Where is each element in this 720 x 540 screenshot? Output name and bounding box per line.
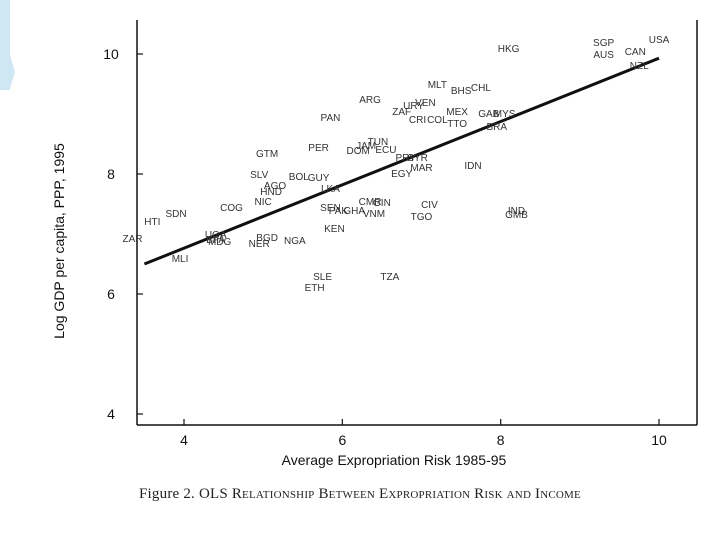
ols-fit-line [143, 56, 660, 266]
point-label-mli: MLI [172, 254, 189, 265]
y-tick-label: 8 [107, 166, 115, 182]
x-tick-label: 8 [497, 432, 505, 448]
point-label-chl: CHL [471, 83, 491, 94]
y-tick-label: 6 [107, 286, 115, 302]
point-label-syr: SYR [407, 153, 428, 164]
point-label-hkg: HKG [498, 44, 520, 55]
point-label-cri: CRI [409, 115, 426, 126]
point-label-tun: TUN [368, 137, 389, 148]
point-label-bfa: BFA [206, 235, 225, 246]
point-label-can: CAN [625, 47, 646, 58]
point-label-vnm: VNM [363, 209, 385, 220]
point-label-bhs: BHS [451, 86, 472, 97]
point-label-bol: BOL [289, 172, 309, 183]
tick-group: 4 6 8 10 4 6 8 10 [103, 46, 667, 448]
point-label-col: COL [427, 115, 448, 126]
point-label-zar: ZAR [123, 234, 143, 245]
point-label-egy: EGY [391, 169, 412, 180]
point-label-sdn: SDN [166, 209, 187, 220]
point-label-arg: ARG [359, 95, 381, 106]
point-label-idn: IDN [464, 161, 481, 172]
point-label-per: PER [308, 143, 329, 154]
point-label-mlt: MLT [428, 80, 447, 91]
figure-title: OLS Relationship Between Expropriation R… [198, 486, 581, 502]
point-label-gtm: GTM [256, 149, 278, 160]
point-label-ago: AGO [264, 181, 286, 192]
point-label-pan: PAN [321, 113, 341, 124]
point-label-usa: USA [649, 35, 670, 46]
point-label-ind: IND [508, 206, 525, 217]
point-label-mys: MYS [494, 109, 516, 120]
point-label-bgd: BGD [256, 233, 278, 244]
plot-frame [136, 20, 698, 426]
point-label-gab: GAB [478, 109, 499, 120]
x-tick-label: 4 [180, 432, 188, 448]
point-label-hti: HTI [144, 217, 160, 228]
deco-arrow [10, 55, 15, 88]
point-label-dom: DOM [347, 146, 370, 157]
point-label-uga: UGA [205, 230, 227, 241]
point-label-sle: SLE [313, 272, 332, 283]
point-label-ner: NER [249, 239, 270, 250]
point-label-ury: URY [403, 101, 424, 112]
x-tick-label: 10 [651, 432, 667, 448]
point-label-civ: CIV [421, 200, 438, 211]
point-label-gmb: GMB [505, 210, 528, 221]
point-label-nga: NGA [284, 236, 306, 247]
point-label-cmr: CMR [359, 197, 382, 208]
point-label-hnd: HND [260, 187, 282, 198]
point-label-cog: COG [220, 203, 243, 214]
point-label-gin: GIN [373, 198, 391, 209]
point-label-lka: LKA [321, 184, 340, 195]
y-tick-label: 10 [103, 46, 119, 62]
point-label-mdg: MDG [208, 237, 232, 248]
point-label-gha: GHA [343, 206, 365, 217]
point-label-pak: PAK [329, 206, 349, 217]
point-label-eth: ETH [305, 283, 325, 294]
point-label-ecu: ECU [375, 145, 396, 156]
point-label-sgp: SGP [593, 38, 614, 49]
x-tick-label: 6 [338, 432, 346, 448]
point-label-sen: SEN [320, 203, 341, 214]
point-label-nzl: NZL [630, 61, 649, 72]
point-label-bra: BRA [486, 122, 507, 133]
point-label-tto: TTO [447, 119, 467, 130]
point-label-nic: NIC [255, 197, 272, 208]
point-label-zaf: ZAF [392, 107, 411, 118]
slide-decoration [0, 0, 16, 90]
point-label-aus: AUS [593, 50, 614, 61]
y-tick-label: 4 [107, 406, 115, 422]
point-label-slv: SLV [250, 170, 268, 181]
figure-caption: Figure 2. OLS Relationship Between Expro… [0, 486, 720, 503]
point-label-mex: MEX [446, 107, 468, 118]
point-label-tza: TZA [380, 272, 399, 283]
point-label-guy: GUY [308, 173, 330, 184]
point-label-jam: JAM [356, 141, 376, 152]
y-axis-label: Log GDP per capita, PPP, 1995 [51, 143, 67, 339]
deco-bar [0, 0, 10, 90]
point-label-ken: KEN [324, 224, 345, 235]
point-label-ven: VEN [415, 98, 436, 109]
point-label-tgo: TGO [411, 212, 433, 223]
figure-number: Figure 2. [139, 486, 195, 502]
point-label-mar: MAR [410, 163, 432, 174]
x-axis-label: Average Expropriation Risk 1985-95 [282, 452, 507, 468]
point-label-pry: PRY [395, 153, 416, 164]
